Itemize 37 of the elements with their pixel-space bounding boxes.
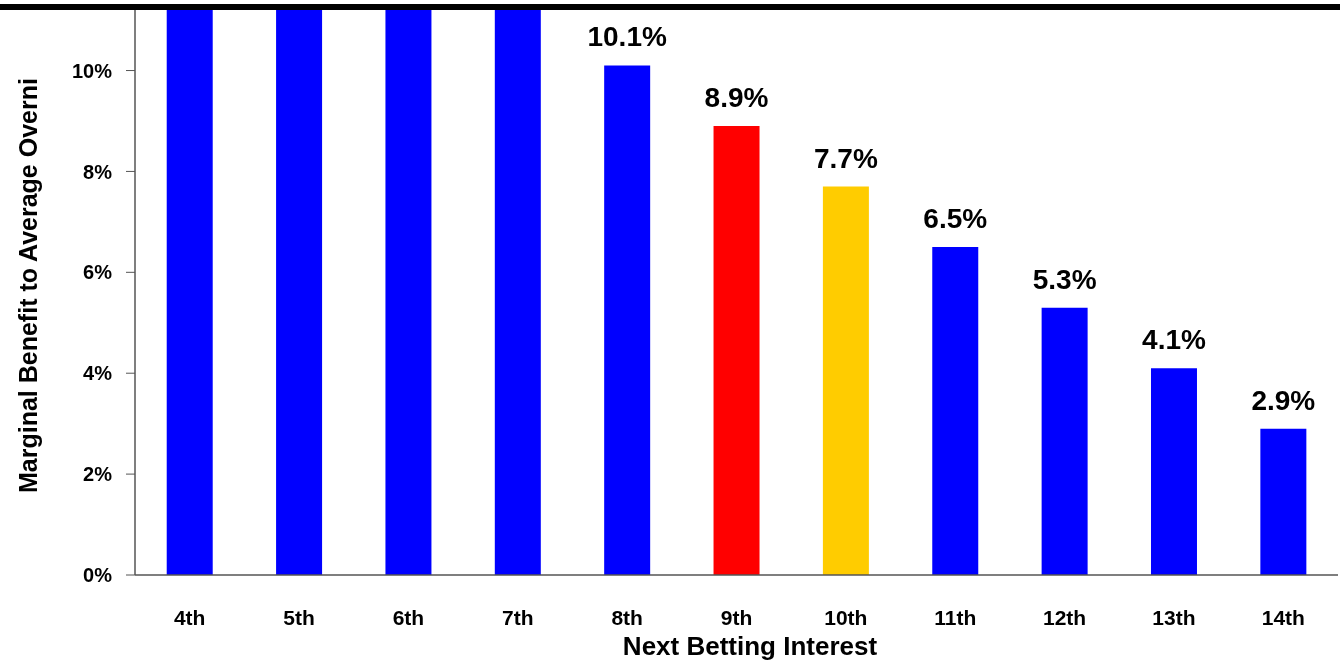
- data-label: 2.9%: [1251, 384, 1316, 416]
- y-tick-label: 6%: [83, 261, 113, 284]
- x-tick-label: 6th: [392, 605, 425, 629]
- x-tick-label: 5th: [283, 605, 315, 629]
- x-tick-label: 7th: [502, 605, 534, 629]
- y-tick-label: 8%: [83, 160, 113, 183]
- x-tick-label: 4th: [173, 605, 206, 629]
- y-axis-title: Marginal Benefit to Average Overni: [14, 78, 42, 493]
- bar: [1041, 307, 1088, 575]
- data-label: 8.9%: [704, 82, 769, 114]
- bar: [1150, 368, 1197, 575]
- x-tick-label: 14th: [1261, 605, 1305, 629]
- x-tick-label: 11th: [934, 605, 977, 629]
- bar: [822, 186, 869, 575]
- data-label: 7.7%: [813, 142, 878, 174]
- y-tick-label: 2%: [83, 463, 113, 486]
- bar: [494, 10, 541, 575]
- y-tick-label: 4%: [83, 362, 113, 385]
- bar: [276, 10, 323, 575]
- bar: [166, 10, 213, 575]
- x-axis-title: Next Betting Interest: [622, 631, 878, 661]
- data-label: 6.5%: [923, 203, 988, 235]
- bar: [1260, 428, 1307, 575]
- x-tick-label: 12th: [1043, 605, 1087, 629]
- bar: [385, 10, 432, 575]
- x-tick-label: 8th: [611, 605, 643, 629]
- y-tick-label: 0%: [83, 564, 113, 587]
- bar: [604, 65, 651, 575]
- data-label: 5.3%: [1032, 263, 1097, 295]
- x-tick-label: 13th: [1152, 605, 1196, 629]
- y-tick-label: 10%: [71, 59, 113, 82]
- data-label: 10.1%: [587, 21, 667, 53]
- bar: [713, 126, 760, 575]
- bar: [932, 247, 979, 575]
- x-tick-label: 9th: [720, 605, 753, 629]
- data-label: 4.1%: [1142, 324, 1206, 356]
- x-tick-label: 10th: [824, 605, 868, 629]
